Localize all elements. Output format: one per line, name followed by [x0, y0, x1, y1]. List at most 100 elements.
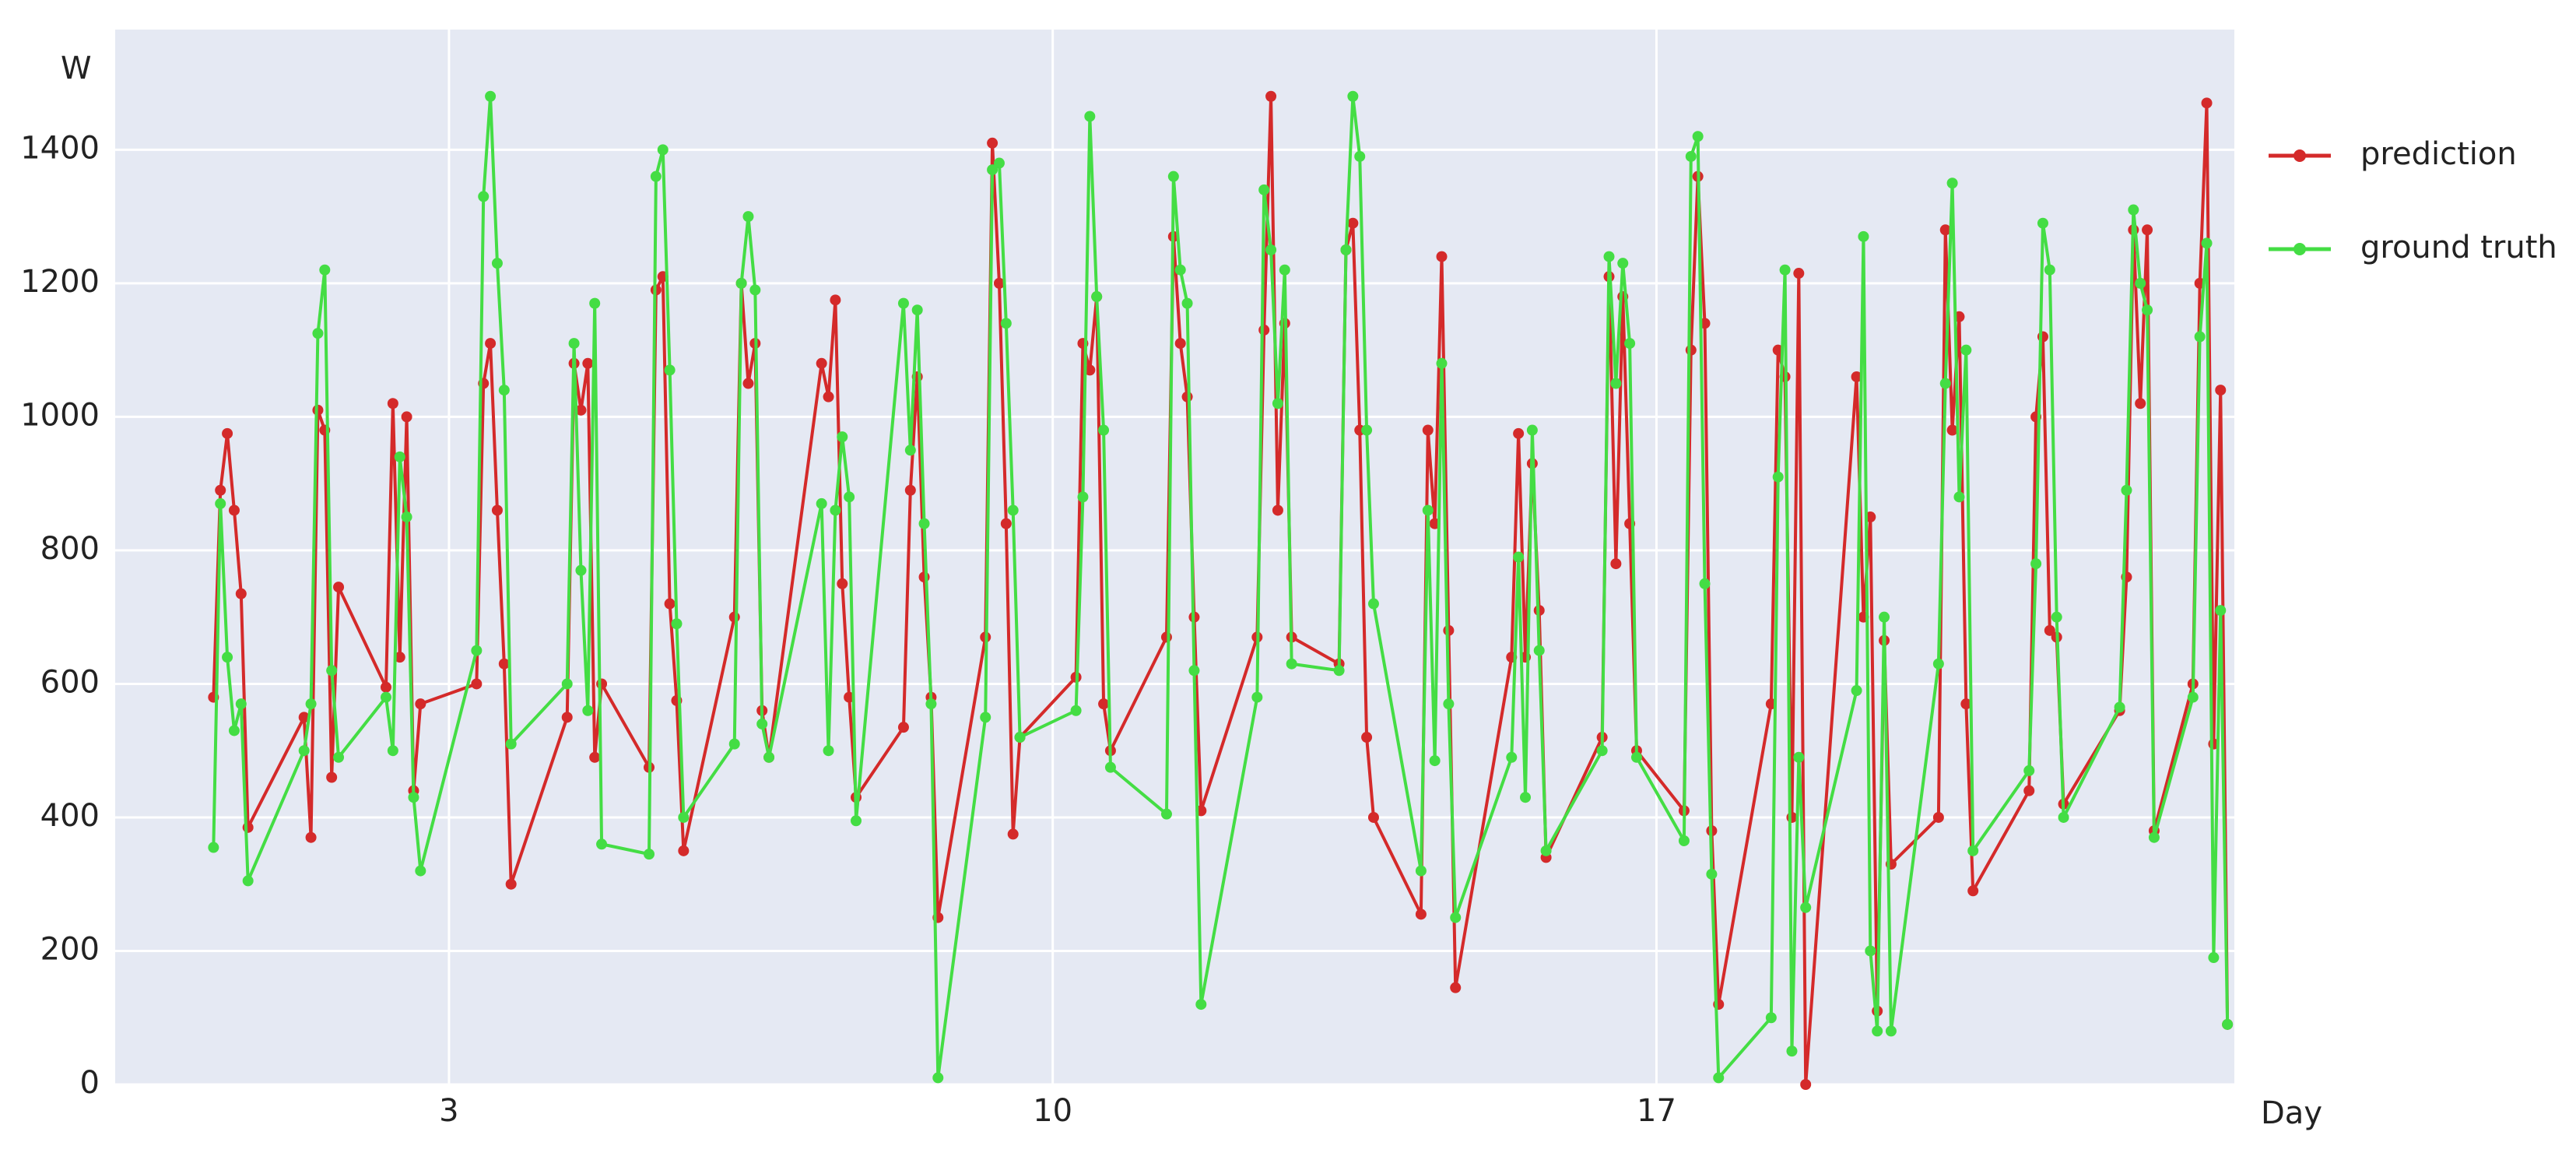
y-tick-label: 0: [80, 1065, 100, 1101]
data-point: [911, 304, 923, 316]
data-point: [1265, 244, 1277, 256]
data-point: [2142, 304, 2153, 316]
data-point: [2148, 831, 2160, 843]
data-point: [1851, 371, 1862, 382]
data-point: [298, 745, 310, 757]
data-point: [1793, 268, 1805, 279]
legend-marker: [2293, 243, 2306, 255]
data-point: [305, 698, 317, 710]
data-point: [1272, 398, 1283, 410]
data-point: [485, 90, 497, 102]
y-tick-label: 400: [40, 798, 100, 834]
data-point: [2037, 217, 2048, 229]
x-tick-label: 3: [439, 1093, 458, 1129]
data-point: [596, 838, 608, 850]
data-point: [235, 698, 247, 710]
data-point: [2208, 952, 2220, 964]
data-point: [728, 611, 740, 623]
data-point: [505, 878, 517, 890]
legend-marker: [2293, 149, 2306, 162]
data-point: [728, 738, 740, 750]
data-point: [2194, 331, 2206, 343]
data-point: [387, 398, 398, 410]
data-point: [242, 821, 254, 833]
data-point: [1786, 811, 1798, 823]
data-point: [415, 698, 426, 710]
data-point: [505, 738, 517, 750]
data-point: [1443, 698, 1455, 710]
data-point: [1258, 324, 1270, 336]
data-point: [1533, 645, 1545, 656]
data-point: [222, 427, 233, 439]
data-point: [235, 588, 247, 599]
data-point: [1077, 491, 1089, 503]
data-point: [387, 745, 398, 757]
data-point: [904, 484, 916, 496]
data-point: [215, 497, 226, 509]
data-point: [816, 357, 827, 369]
data-point: [2187, 691, 2199, 703]
data-point: [575, 564, 587, 576]
data-point: [1692, 131, 1704, 142]
data-point: [1070, 705, 1082, 716]
data-point: [1779, 264, 1791, 276]
data-point: [1967, 885, 1979, 897]
data-point: [380, 691, 391, 703]
data-point: [415, 865, 426, 877]
data-point: [657, 144, 669, 156]
data-point: [1174, 264, 1186, 276]
data-point: [2128, 204, 2139, 216]
data-point: [1361, 732, 1373, 743]
data-point: [1865, 945, 1876, 957]
data-point: [394, 652, 405, 663]
data-point: [1415, 909, 1427, 920]
data-point: [1932, 658, 1944, 670]
data-point: [1195, 999, 1207, 1011]
data-point: [498, 385, 510, 396]
data-point: [1800, 1079, 1812, 1090]
data-point: [823, 391, 834, 402]
y-tick-label: 1200: [20, 264, 100, 300]
y-tick-label: 1000: [20, 397, 100, 433]
data-point: [918, 571, 930, 583]
data-point: [932, 1072, 944, 1084]
data-point: [1000, 318, 1012, 329]
data-point: [2142, 224, 2153, 236]
data-point: [1967, 845, 1979, 856]
data-point: [1279, 264, 1290, 276]
data-point: [1885, 1025, 1897, 1037]
data-point: [1415, 865, 1427, 877]
data-point: [1960, 344, 1972, 356]
data-point: [742, 211, 754, 223]
data-point: [1939, 378, 1951, 389]
data-point: [1939, 224, 1951, 236]
data-point: [1272, 504, 1283, 516]
x-axis-label: Day: [2261, 1095, 2322, 1131]
data-point: [1436, 357, 1448, 369]
data-point: [1786, 1046, 1798, 1057]
data-point: [380, 681, 391, 693]
data-point: [1251, 691, 1263, 703]
data-point: [1347, 217, 1359, 229]
data-point: [401, 511, 412, 523]
data-point: [1258, 184, 1270, 195]
data-point: [756, 718, 768, 729]
data-point: [1765, 1012, 1777, 1024]
data-point: [650, 170, 662, 182]
data-point: [850, 815, 862, 827]
data-point: [1953, 491, 1965, 503]
data-point: [1624, 338, 1636, 350]
data-point: [1188, 665, 1200, 677]
data-point: [2135, 398, 2146, 410]
data-point: [589, 751, 601, 763]
data-point: [897, 722, 909, 733]
data-point: [1540, 845, 1552, 856]
data-point: [596, 678, 608, 690]
data-point: [478, 191, 490, 202]
data-point: [2215, 385, 2227, 396]
data-point: [1946, 178, 1958, 189]
data-point: [242, 875, 254, 887]
data-point: [678, 811, 690, 823]
data-point: [1596, 745, 1608, 757]
data-point: [215, 484, 226, 496]
